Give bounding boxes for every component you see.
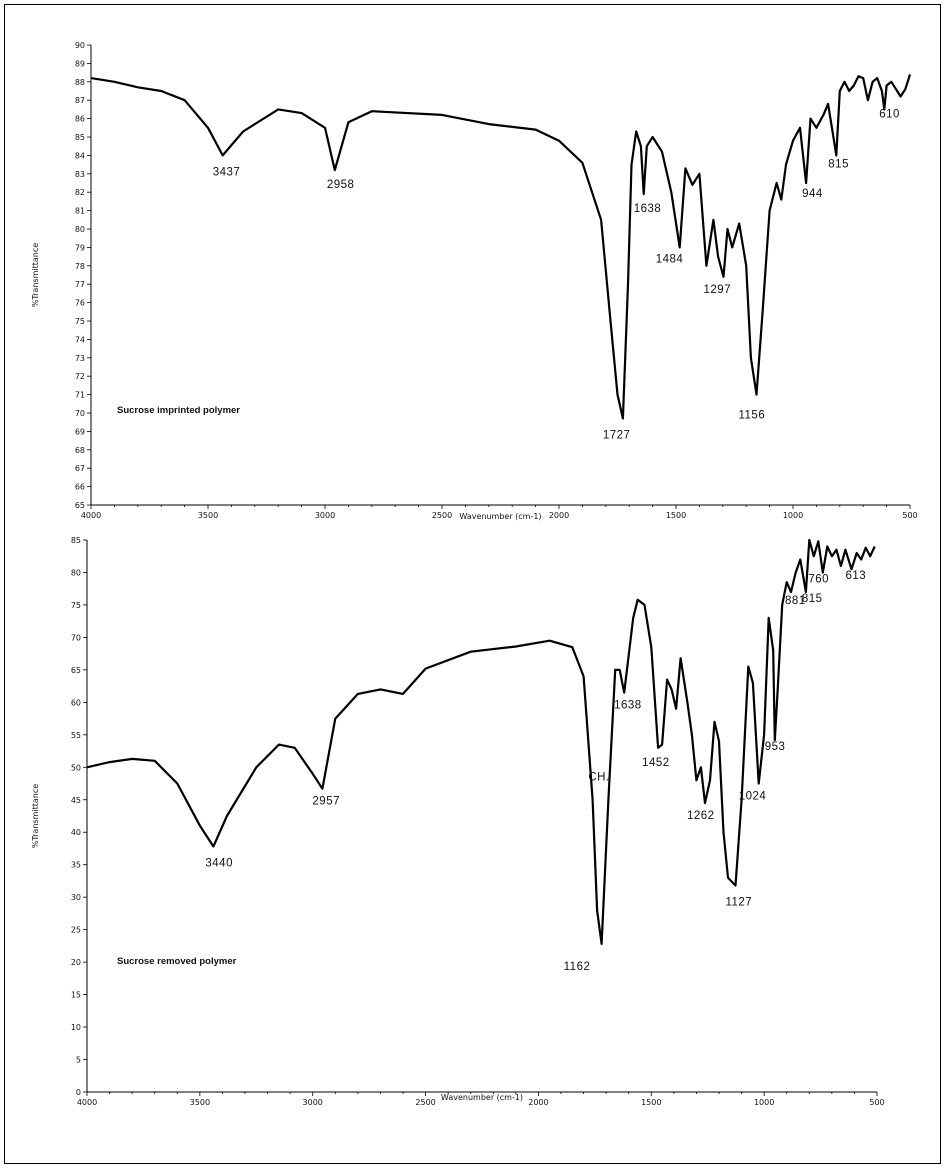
peak-label: 1156 bbox=[738, 410, 765, 422]
peak-label: 1127 bbox=[725, 896, 752, 908]
peak-label: 1024 bbox=[739, 791, 767, 803]
y-tick-label: 30 bbox=[71, 893, 81, 902]
y-tick-label: 75 bbox=[71, 601, 81, 610]
y-tick-label: 15 bbox=[71, 991, 81, 1000]
y-tick-label: 5 bbox=[76, 1056, 81, 1065]
y-tick-label: 87 bbox=[75, 96, 85, 105]
figure-frame: 65 66 67 68 69 70 71 72 73 74 75 76 77 78 79 80 81 82 83 84… bbox=[4, 4, 941, 1164]
y-axis-title: %Transmittance bbox=[31, 243, 40, 307]
y-tick-label: 80 bbox=[75, 225, 85, 234]
x-tick-label: 3000 bbox=[303, 1098, 323, 1105]
x-tick-label: 2500 bbox=[415, 1098, 435, 1105]
y-tick-label: 10 bbox=[71, 1023, 81, 1032]
peak-label: 613 bbox=[845, 570, 866, 582]
peak-label: 760 bbox=[808, 573, 829, 585]
y-tick-label: 70 bbox=[75, 409, 85, 418]
y-tick-label: 60 bbox=[71, 698, 81, 707]
sample-label: Sucrose imprinted polymer bbox=[117, 405, 240, 416]
x-tick-label: 1500 bbox=[641, 1098, 661, 1105]
spectrum-line bbox=[90, 74, 912, 420]
y-tick-label: 65 bbox=[75, 501, 85, 510]
peak-label: 1452 bbox=[642, 757, 670, 769]
y-tick-label: 88 bbox=[75, 78, 85, 87]
y-tick-label: 71 bbox=[75, 391, 85, 400]
peak-label: 1162 bbox=[564, 961, 591, 973]
peak-label: 1484 bbox=[656, 253, 684, 265]
spectrum-line bbox=[86, 538, 876, 945]
y-tick-label: 25 bbox=[71, 926, 81, 935]
peak-label: 815 bbox=[802, 593, 823, 605]
peak-label: 1297 bbox=[704, 284, 732, 296]
y-tick-label: 90 bbox=[75, 41, 85, 50]
y-tick-label: 81 bbox=[75, 207, 85, 216]
peak-label: CH₄ bbox=[588, 771, 611, 783]
y-tick-label: 50 bbox=[71, 763, 81, 772]
y-tick-label: 83 bbox=[75, 170, 85, 179]
x-tick-label: 500 bbox=[902, 511, 917, 520]
y-tick-label: 40 bbox=[71, 828, 81, 837]
y-tick-label: 80 bbox=[71, 568, 81, 577]
y-tick-label: 84 bbox=[75, 151, 85, 160]
peak-label: 953 bbox=[765, 741, 786, 753]
y-tick-label: 35 bbox=[71, 861, 81, 870]
peak-label: 610 bbox=[879, 108, 900, 120]
sample-label: Sucrose removed polymer bbox=[117, 956, 237, 967]
x-tick-label: 1000 bbox=[754, 1098, 774, 1105]
y-tick-label: 75 bbox=[75, 317, 85, 326]
y-tick-label: 65 bbox=[71, 666, 81, 675]
peak-label: 1638 bbox=[614, 700, 642, 712]
peak-label: 3437 bbox=[213, 166, 241, 178]
x-tick-label: 3500 bbox=[190, 1098, 210, 1105]
y-tick-label: 67 bbox=[75, 464, 85, 473]
peak-label: 1262 bbox=[687, 810, 715, 822]
ir-spectrum-imprinted: 65 66 67 68 69 70 71 72 73 74 75 76 77 78 79 80 81 82 83 84… bbox=[31, 41, 918, 521]
ir-spectrum-removed: 0 5 10 15 20 25 30 35 40 45 50 55 60 65 70 75 80 85 4000 35… bbox=[31, 536, 885, 1105]
y-tick-label: 45 bbox=[71, 796, 81, 805]
x-tick-label: 2000 bbox=[549, 511, 569, 520]
y-tick-label: 78 bbox=[75, 262, 85, 271]
x-tick-label: 1500 bbox=[666, 511, 686, 520]
x-axis-title: Wavenumber (cm-1) bbox=[441, 1093, 523, 1102]
peak-label: 1638 bbox=[634, 203, 662, 215]
y-tick-label: 86 bbox=[75, 115, 85, 124]
y-tick-label: 0 bbox=[76, 1088, 81, 1097]
peak-label: 3440 bbox=[205, 858, 233, 870]
peak-label: 944 bbox=[802, 188, 823, 200]
y-tick-label: 70 bbox=[71, 633, 81, 642]
x-tick-label: 2500 bbox=[432, 511, 452, 520]
y-tick-label: 79 bbox=[75, 243, 85, 252]
y-tick-label: 72 bbox=[75, 372, 85, 381]
y-tick-label: 74 bbox=[75, 335, 85, 344]
x-tick-label: 4000 bbox=[77, 1098, 97, 1105]
y-tick-label: 55 bbox=[71, 731, 81, 740]
y-tick-label: 68 bbox=[75, 446, 85, 455]
y-tick-label: 76 bbox=[75, 299, 85, 308]
x-tick-label: 500 bbox=[869, 1098, 884, 1105]
y-tick-label: 66 bbox=[75, 483, 85, 492]
x-tick-label: 1000 bbox=[783, 511, 803, 520]
y-axis-title: %Transmittance bbox=[31, 784, 40, 848]
x-tick-label: 3000 bbox=[315, 511, 335, 520]
peak-label: 881 bbox=[785, 595, 806, 607]
peak-label: 2957 bbox=[312, 796, 340, 808]
y-tick-label: 73 bbox=[75, 354, 85, 363]
peak-label: 1727 bbox=[603, 430, 631, 442]
x-axis-title: Wavenumber (cm-1) bbox=[459, 512, 541, 521]
y-tick-label: 69 bbox=[75, 427, 85, 436]
x-tick-label: 4000 bbox=[81, 511, 101, 520]
y-tick-label: 20 bbox=[71, 958, 81, 967]
x-tick-label: 2000 bbox=[528, 1098, 548, 1105]
x-tick-label: 3500 bbox=[198, 511, 218, 520]
y-tick-label: 85 bbox=[71, 536, 81, 545]
y-tick-label: 77 bbox=[75, 280, 85, 289]
y-tick-label: 89 bbox=[75, 59, 85, 68]
peak-label: 2958 bbox=[327, 179, 355, 191]
y-tick-label: 85 bbox=[75, 133, 85, 142]
y-tick-label: 82 bbox=[75, 188, 85, 197]
peak-label: 815 bbox=[828, 158, 849, 170]
